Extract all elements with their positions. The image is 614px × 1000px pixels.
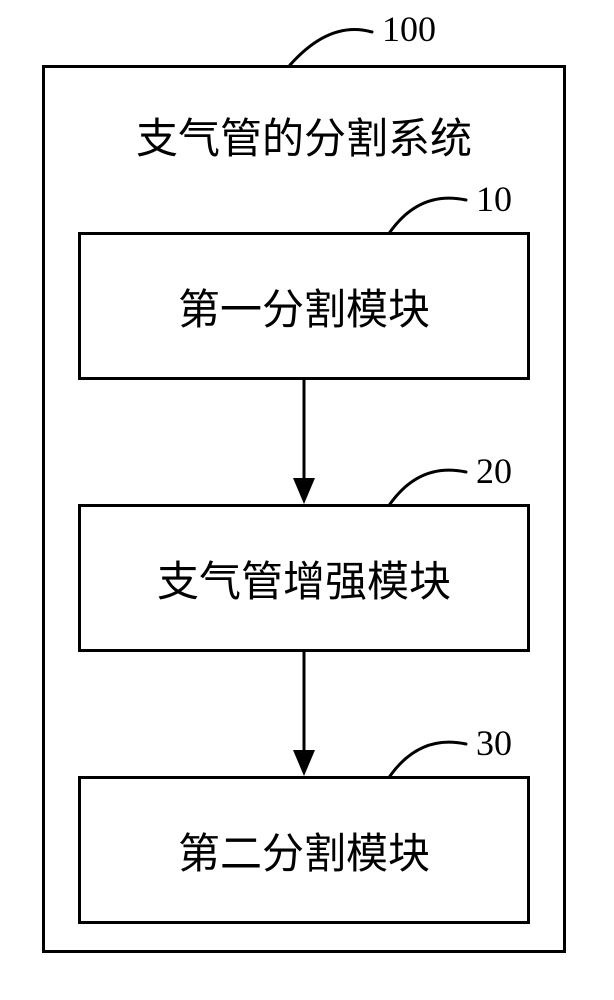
module-text-2: 支气管增强模块: [157, 548, 451, 609]
arrow-1-to-2: [282, 380, 326, 504]
leader-line-20: [386, 458, 470, 508]
leader-line-100: [286, 16, 376, 69]
label-100: 100: [382, 8, 436, 50]
module-box-3: 第二分割模块: [78, 776, 530, 924]
system-title: 支气管的分割系统: [42, 105, 566, 166]
label-10: 10: [476, 178, 512, 220]
label-30: 30: [476, 722, 512, 764]
module-text-3: 第二分割模块: [178, 820, 430, 881]
leader-line-30: [386, 730, 470, 780]
leader-line-10: [386, 186, 470, 236]
module-text-1: 第一分割模块: [178, 276, 430, 337]
label-20: 20: [476, 450, 512, 492]
module-box-2: 支气管增强模块: [78, 504, 530, 652]
module-box-1: 第一分割模块: [78, 232, 530, 380]
arrow-2-to-3: [282, 652, 326, 776]
